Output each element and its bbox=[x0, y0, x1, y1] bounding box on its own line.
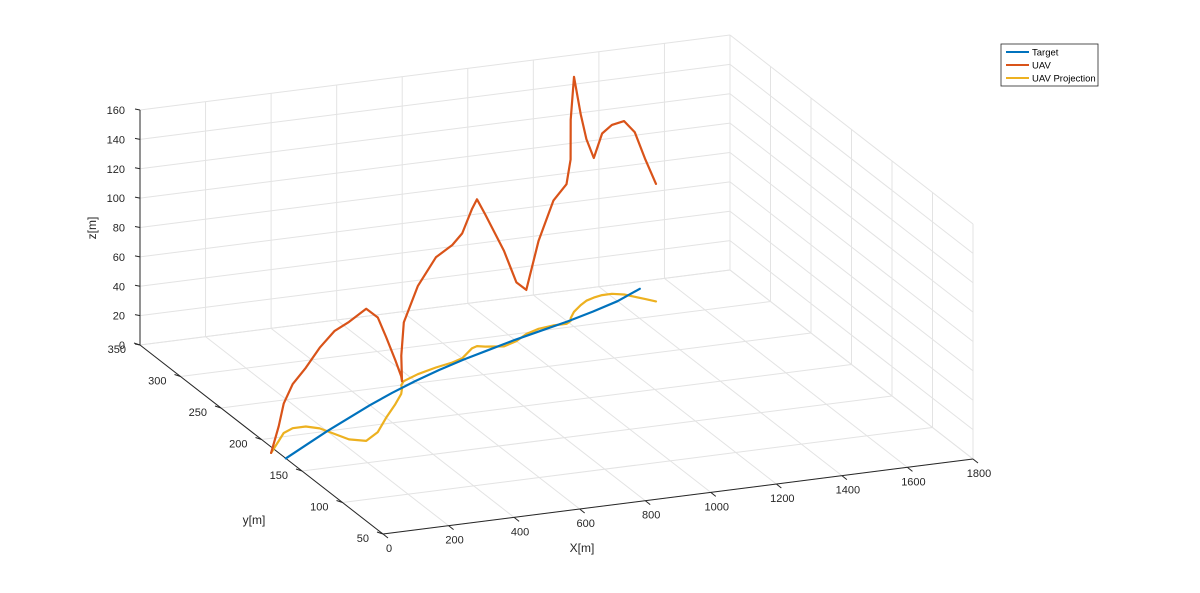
grid-line bbox=[139, 63, 731, 140]
x-tick-label: 0 bbox=[386, 543, 392, 555]
legend-label: UAV Projection bbox=[1032, 74, 1096, 85]
y-tick-label: 100 bbox=[310, 502, 328, 514]
grid-line bbox=[139, 122, 731, 199]
grid-lines bbox=[139, 34, 974, 535]
z-tick-label: 140 bbox=[107, 134, 125, 146]
grid-line bbox=[729, 93, 974, 284]
grid-line bbox=[139, 269, 731, 346]
z-tick-label: 40 bbox=[113, 281, 125, 293]
grid-line bbox=[729, 34, 974, 225]
grid-line bbox=[139, 152, 731, 228]
y-tick-label: 350 bbox=[108, 344, 126, 356]
x-axis-label: X[m] bbox=[570, 541, 595, 555]
x-tick-mark bbox=[841, 475, 848, 481]
grid-line bbox=[139, 240, 731, 317]
x-tick-mark bbox=[972, 458, 979, 464]
x-tick-label: 400 bbox=[511, 526, 529, 538]
z-tick-mark bbox=[134, 196, 141, 199]
x-tick-label: 1200 bbox=[770, 493, 794, 505]
axes bbox=[133, 108, 979, 539]
z-tick-label: 0 bbox=[119, 340, 125, 352]
x-tick-label: 1000 bbox=[705, 501, 729, 513]
grid-line bbox=[729, 181, 974, 372]
grid-line bbox=[261, 364, 852, 440]
series-lines bbox=[270, 75, 658, 460]
z-tick-mark bbox=[134, 226, 141, 228]
x-tick-label: 600 bbox=[576, 518, 594, 530]
y-tick-label: 150 bbox=[270, 470, 288, 482]
x-tick-label: 800 bbox=[642, 510, 660, 522]
x-tick-mark bbox=[776, 483, 782, 489]
z-tick-mark bbox=[134, 284, 141, 287]
y-tick-mark bbox=[336, 500, 343, 503]
x-tick-mark bbox=[513, 516, 520, 522]
x-tick-label: 1600 bbox=[901, 476, 925, 488]
x-axis-line bbox=[382, 458, 974, 535]
z-tick-mark bbox=[134, 167, 141, 170]
grid-line bbox=[301, 395, 893, 472]
grid-line bbox=[180, 301, 771, 377]
legend: Target UAV UAV Projection bbox=[1000, 43, 1099, 87]
y-tick-mark bbox=[376, 531, 384, 535]
series-line-target bbox=[284, 287, 641, 460]
z-axis-label: z[m] bbox=[85, 217, 99, 240]
x-tick-label: 1800 bbox=[967, 468, 991, 480]
z-tick-label: 80 bbox=[113, 223, 125, 235]
z-tick-mark bbox=[134, 137, 141, 140]
y-tick-mark bbox=[295, 468, 303, 472]
y-tick-mark bbox=[214, 405, 222, 409]
z-tick-mark bbox=[134, 343, 141, 346]
z-tick-mark bbox=[134, 314, 141, 317]
grid-line bbox=[139, 34, 731, 111]
x-tick-mark bbox=[644, 500, 651, 506]
x-tick-mark bbox=[579, 508, 585, 514]
grid-line bbox=[729, 269, 974, 460]
y-tick-mark bbox=[255, 437, 262, 440]
x-tick-mark bbox=[710, 491, 717, 497]
series-line-uav bbox=[270, 75, 658, 454]
grid-line bbox=[729, 122, 974, 313]
z-tick-mark bbox=[134, 108, 141, 111]
legend-label: Target bbox=[1032, 48, 1059, 59]
z-tick-mark bbox=[134, 255, 141, 258]
series-line-uav-projection bbox=[270, 292, 658, 454]
tick-labels: 0200400600800100012001400160018005010015… bbox=[107, 105, 992, 555]
z-tick-label: 100 bbox=[107, 193, 125, 205]
grid-line bbox=[220, 332, 812, 409]
y-tick-label: 200 bbox=[229, 439, 247, 451]
x-tick-mark bbox=[382, 533, 389, 539]
legend-label: UAV bbox=[1032, 61, 1051, 72]
y-tick-label: 300 bbox=[148, 376, 166, 388]
y-tick-label: 50 bbox=[357, 533, 369, 545]
z-tick-label: 160 bbox=[107, 105, 125, 117]
x-tick-mark bbox=[907, 466, 913, 472]
y-tick-mark bbox=[174, 374, 181, 377]
y-axis-label: y[m] bbox=[243, 513, 266, 527]
grid-line bbox=[139, 210, 731, 287]
grid-line bbox=[139, 93, 731, 170]
y-tick-label: 250 bbox=[189, 407, 207, 419]
z-tick-label: 60 bbox=[113, 252, 125, 264]
grid-line bbox=[729, 152, 974, 342]
grid-line bbox=[729, 240, 974, 431]
grid-line bbox=[729, 210, 974, 401]
grid-line bbox=[729, 63, 974, 254]
z-tick-label: 120 bbox=[107, 164, 125, 176]
x-tick-label: 1400 bbox=[836, 485, 860, 497]
z-tick-label: 20 bbox=[113, 311, 125, 323]
grid-line bbox=[139, 181, 731, 258]
x-tick-mark bbox=[448, 525, 454, 531]
grid-line bbox=[342, 427, 933, 503]
x-tick-label: 200 bbox=[445, 535, 463, 547]
